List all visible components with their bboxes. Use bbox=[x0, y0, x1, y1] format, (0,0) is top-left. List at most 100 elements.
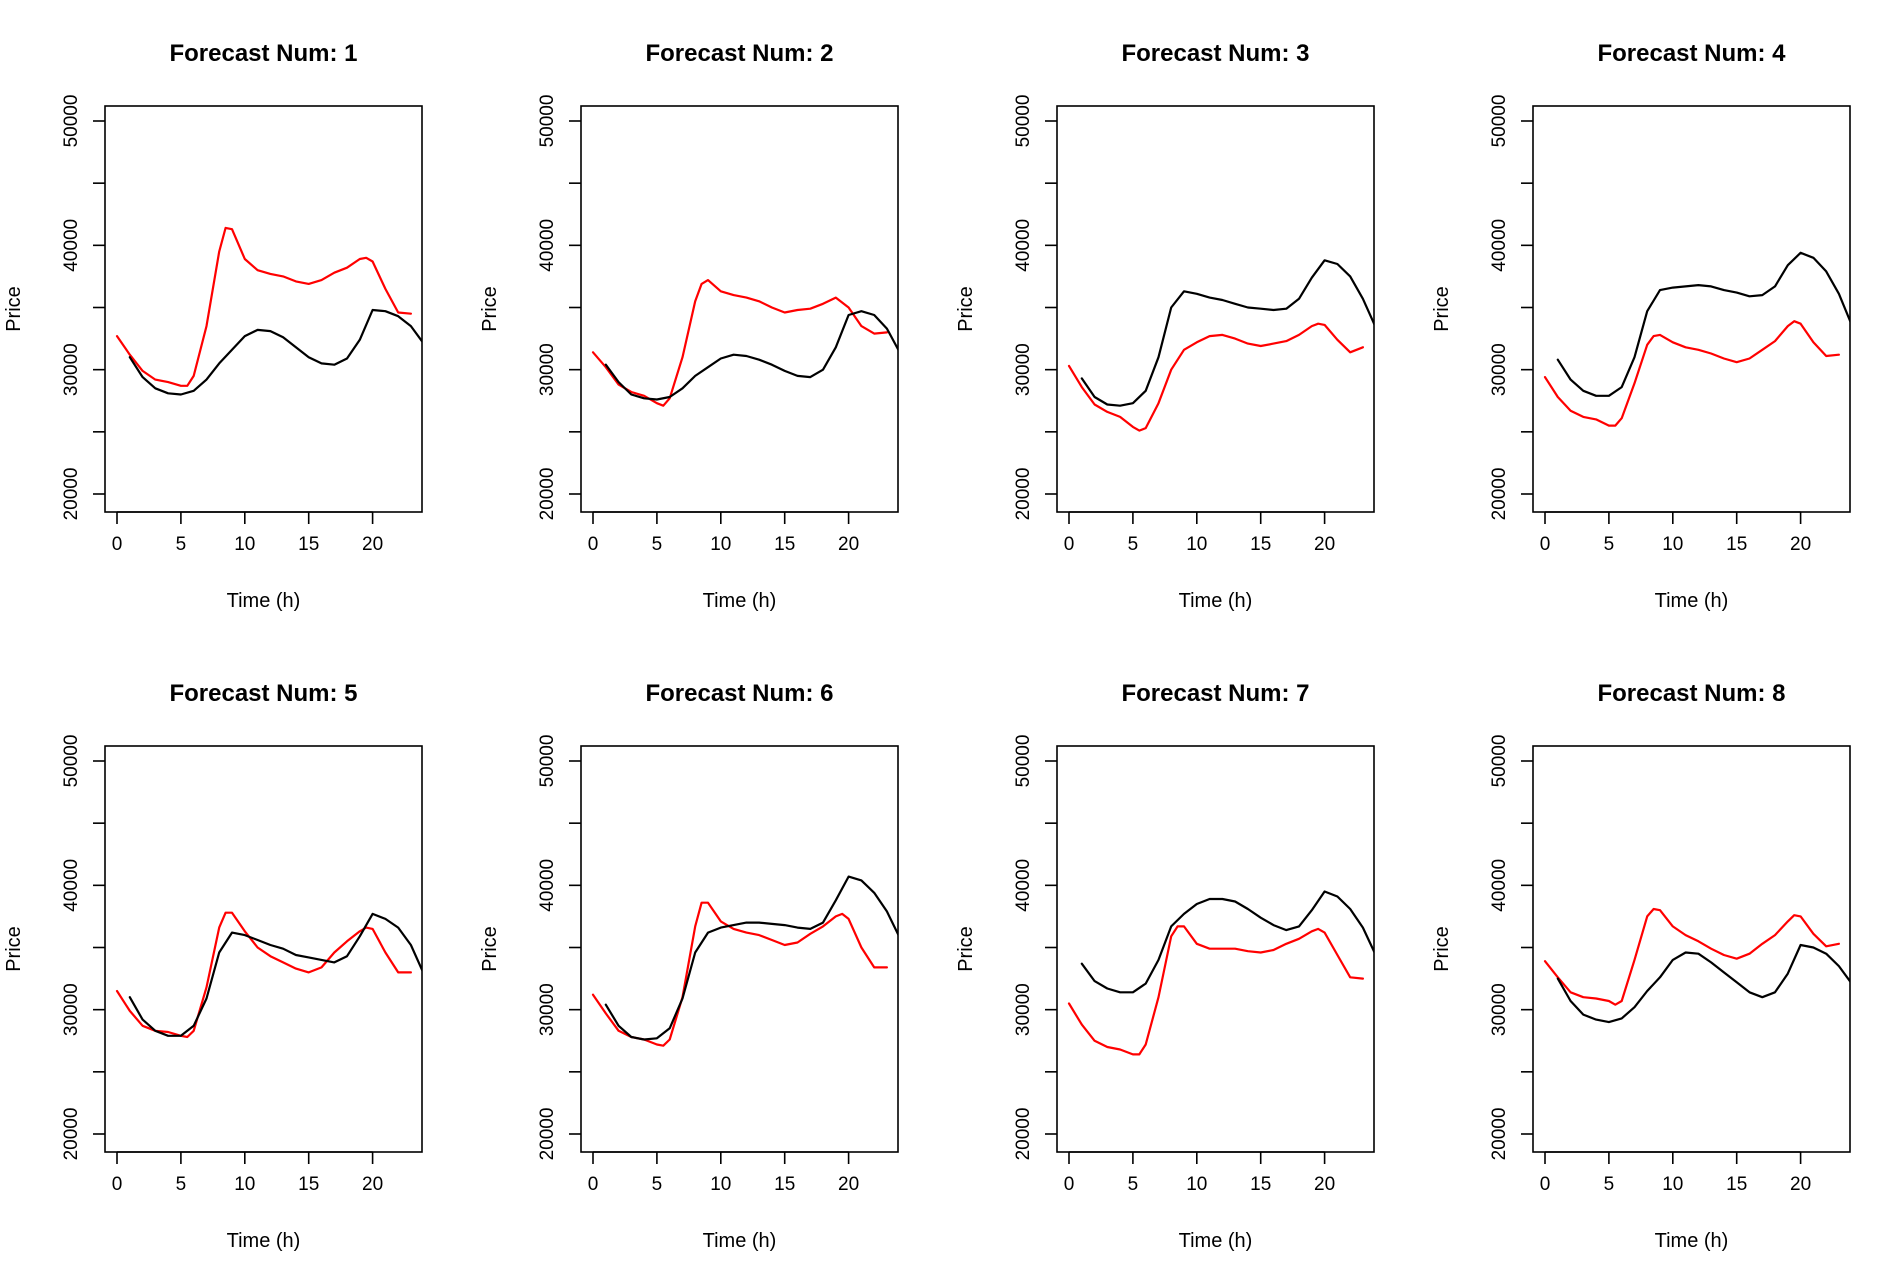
y-tick-label: 30000 bbox=[1013, 343, 1034, 396]
y-tick-label: 30000 bbox=[537, 343, 558, 396]
actual-line bbox=[604, 875, 898, 1041]
x-tick-label: 0 bbox=[1540, 1174, 1551, 1195]
y-tick-label: 50000 bbox=[537, 735, 558, 788]
actual-line bbox=[604, 310, 898, 401]
y-tick-label: 30000 bbox=[1013, 983, 1034, 1036]
x-tick-label: 20 bbox=[838, 534, 859, 555]
y-tick-label: 30000 bbox=[61, 343, 82, 396]
plot-frame bbox=[1056, 105, 1375, 513]
chart-panel-1: Forecast Num: 1 0 5 10 15 20 20000 30000 40000 50… bbox=[3, 40, 423, 612]
actual-line bbox=[1556, 251, 1850, 397]
x-tick-label: 20 bbox=[1790, 1174, 1811, 1195]
x-axis-label: Time (h) bbox=[227, 1230, 301, 1252]
y-axis-label: Price bbox=[3, 286, 25, 332]
x-tick-label: 10 bbox=[1662, 534, 1683, 555]
chart-title: Forecast Num: 4 bbox=[1597, 40, 1786, 67]
y-tick-label: 30000 bbox=[1489, 343, 1510, 396]
x-tick-label: 5 bbox=[176, 534, 187, 555]
x-tick-label: 20 bbox=[362, 534, 383, 555]
y-tick-label: 40000 bbox=[537, 859, 558, 912]
x-tick-label: 5 bbox=[1128, 534, 1139, 555]
y-tick-label: 30000 bbox=[61, 983, 82, 1036]
y-tick-label: 50000 bbox=[1489, 95, 1510, 148]
forecast-line bbox=[1543, 907, 1841, 1006]
x-axis-label: Time (h) bbox=[1179, 590, 1253, 612]
x-tick-label: 15 bbox=[1726, 534, 1747, 555]
x-tick-label: 5 bbox=[652, 1174, 663, 1195]
chart-title: Forecast Num: 1 bbox=[169, 40, 357, 67]
y-axis-label: Price bbox=[1431, 926, 1453, 972]
x-tick-label: 0 bbox=[1064, 1174, 1075, 1195]
forecast-line bbox=[591, 279, 889, 407]
chart-panel-7: Forecast Num: 7 0 5 10 15 20 20000 30000 40000 50… bbox=[955, 680, 1375, 1252]
x-tick-label: 20 bbox=[1314, 534, 1335, 555]
y-tick-label: 40000 bbox=[1013, 219, 1034, 272]
x-axis-label: Time (h) bbox=[703, 590, 777, 612]
forecast-line bbox=[591, 901, 889, 1047]
y-tick-label: 30000 bbox=[1489, 983, 1510, 1036]
forecast-line bbox=[1067, 925, 1365, 1056]
plot-frame bbox=[1532, 745, 1851, 1153]
x-tick-label: 15 bbox=[1250, 1174, 1271, 1195]
x-tick-label: 0 bbox=[1064, 534, 1075, 555]
x-axis-label: Time (h) bbox=[1655, 590, 1729, 612]
x-tick-label: 20 bbox=[838, 1174, 859, 1195]
x-tick-label: 15 bbox=[774, 534, 795, 555]
x-axis-label: Time (h) bbox=[227, 590, 301, 612]
y-tick-label: 20000 bbox=[1489, 468, 1510, 521]
plot-frame bbox=[1532, 105, 1851, 513]
chart-title: Forecast Num: 8 bbox=[1597, 680, 1785, 707]
y-tick-label: 20000 bbox=[1013, 468, 1034, 521]
chart-panel-8: Forecast Num: 8 0 5 10 15 20 20000 30000 40000 50… bbox=[1431, 680, 1851, 1252]
actual-line bbox=[1556, 943, 1850, 1024]
actual-line bbox=[1080, 890, 1374, 994]
x-tick-label: 10 bbox=[1662, 1174, 1683, 1195]
y-tick-label: 20000 bbox=[1013, 1108, 1034, 1161]
chart-title: Forecast Num: 5 bbox=[169, 680, 357, 707]
y-tick-label: 20000 bbox=[537, 468, 558, 521]
y-tick-label: 30000 bbox=[537, 983, 558, 1036]
x-tick-label: 10 bbox=[710, 534, 731, 555]
x-tick-label: 15 bbox=[774, 1174, 795, 1195]
x-tick-label: 20 bbox=[1314, 1174, 1335, 1195]
y-tick-label: 20000 bbox=[61, 1108, 82, 1161]
x-tick-label: 5 bbox=[1128, 1174, 1139, 1195]
chart-title: Forecast Num: 2 bbox=[645, 40, 833, 67]
x-axis-label: Time (h) bbox=[1179, 1230, 1253, 1252]
y-tick-label: 40000 bbox=[1013, 859, 1034, 912]
forecast-line bbox=[115, 226, 412, 387]
plot-frame bbox=[104, 105, 423, 513]
x-tick-label: 10 bbox=[710, 1174, 731, 1195]
x-axis-label: Time (h) bbox=[703, 1230, 777, 1252]
chart-panel-4: Forecast Num: 4 0 5 10 15 20 20000 30000 40000 50… bbox=[1431, 40, 1851, 612]
x-tick-label: 10 bbox=[1186, 1174, 1207, 1195]
x-tick-label: 5 bbox=[176, 1174, 187, 1195]
actual-line bbox=[128, 308, 422, 396]
actual-line bbox=[1080, 259, 1374, 407]
y-axis-label: Price bbox=[955, 286, 977, 332]
x-tick-label: 15 bbox=[1250, 534, 1271, 555]
x-axis-label: Time (h) bbox=[1655, 1230, 1729, 1252]
plot-frame bbox=[580, 745, 899, 1153]
x-tick-label: 5 bbox=[1604, 534, 1615, 555]
y-axis-label: Price bbox=[1431, 286, 1453, 332]
y-tick-label: 20000 bbox=[1489, 1108, 1510, 1161]
plot-frame bbox=[104, 745, 423, 1153]
forecast-line bbox=[1543, 320, 1841, 427]
y-tick-label: 50000 bbox=[1489, 735, 1510, 788]
y-tick-label: 50000 bbox=[537, 95, 558, 148]
x-tick-label: 0 bbox=[588, 1174, 599, 1195]
x-tick-label: 10 bbox=[1186, 534, 1207, 555]
actual-line bbox=[128, 912, 422, 1037]
chart-title: Forecast Num: 7 bbox=[1121, 680, 1309, 707]
x-tick-label: 10 bbox=[234, 534, 255, 555]
x-tick-label: 20 bbox=[1790, 534, 1811, 555]
x-tick-label: 0 bbox=[588, 534, 599, 555]
y-tick-label: 40000 bbox=[61, 859, 82, 912]
x-tick-label: 20 bbox=[362, 1174, 383, 1195]
y-tick-label: 50000 bbox=[61, 735, 82, 788]
x-tick-label: 0 bbox=[112, 1174, 123, 1195]
y-tick-label: 50000 bbox=[1013, 95, 1034, 148]
x-tick-label: 5 bbox=[652, 534, 663, 555]
